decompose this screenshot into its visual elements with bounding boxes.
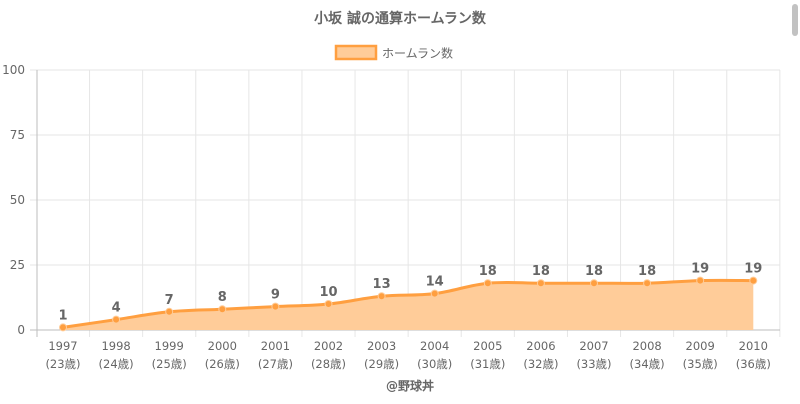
x-tick-label-age: (30歳) xyxy=(417,357,452,371)
x-tick-label-year: 2005 xyxy=(473,339,502,353)
data-point xyxy=(165,307,174,316)
x-tick-label-age: (35歳) xyxy=(683,357,718,371)
data-point xyxy=(324,300,333,308)
data-point xyxy=(536,279,545,288)
data-point xyxy=(377,292,386,301)
x-tick-label-age: (33歳) xyxy=(576,357,611,371)
x-tick-label-year: 2000 xyxy=(208,339,237,353)
data-point xyxy=(430,289,439,298)
x-tick-label-age: (24歳) xyxy=(99,357,134,371)
x-tick-label-age: (31歳) xyxy=(470,357,505,371)
data-label: 8 xyxy=(218,290,227,305)
data-point xyxy=(271,302,280,311)
data-label: 18 xyxy=(532,264,550,279)
y-tick-label: 75 xyxy=(10,128,25,142)
credit-text: @野球丼 xyxy=(386,378,434,393)
data-label: 4 xyxy=(112,301,121,316)
data-label: 18 xyxy=(638,264,656,279)
x-tick-label-age: (29歳) xyxy=(364,357,399,371)
series-area-fill xyxy=(63,280,754,330)
series-line xyxy=(61,278,755,329)
x-tick-label-year: 2010 xyxy=(739,339,768,353)
data-point xyxy=(59,323,67,332)
x-tick-label-age: (34歳) xyxy=(630,357,665,371)
x-tick-label-year: 2009 xyxy=(686,339,715,353)
x-tick-label-age: (26歳) xyxy=(205,357,240,371)
data-label: 19 xyxy=(744,262,762,277)
x-tick-label-year: 2004 xyxy=(420,339,449,353)
x-tick-label-age: (32歳) xyxy=(523,357,558,371)
data-label: 19 xyxy=(691,262,709,277)
x-tick-label-age: (25歳) xyxy=(152,357,187,371)
x-tick-label-year: 2008 xyxy=(632,339,661,353)
x-tick-label-age: (23歳) xyxy=(45,357,80,371)
data-label: 18 xyxy=(479,264,497,279)
x-tick-label-year: 2001 xyxy=(261,339,290,353)
series-area xyxy=(63,280,754,330)
data-point xyxy=(218,305,227,314)
chart-title: 小坂 誠の通算ホームラン数 xyxy=(314,10,487,27)
data-point xyxy=(112,315,121,324)
x-tick-label-year: 2003 xyxy=(367,339,396,353)
data-label: 9 xyxy=(271,288,280,303)
y-tick-label: 25 xyxy=(10,258,25,272)
data-points xyxy=(59,276,758,332)
x-tick-label-year: 1998 xyxy=(101,339,130,353)
legend-label: ホームラン数 xyxy=(382,46,453,61)
data-point xyxy=(483,279,492,288)
data-point xyxy=(749,276,758,285)
series-line-path xyxy=(61,278,755,329)
x-tick-label-year: 2007 xyxy=(579,339,608,353)
legend[interactable]: ホームラン数 xyxy=(334,44,453,61)
data-label: 14 xyxy=(426,275,444,290)
data-label: 18 xyxy=(585,264,603,279)
data-label: 10 xyxy=(319,285,337,300)
y-tick-labels: 0 25 50 75 100 xyxy=(2,63,25,337)
x-tick-label-year: 1997 xyxy=(48,339,77,353)
data-label: 7 xyxy=(165,293,174,308)
data-label: 1 xyxy=(58,308,67,323)
x-tick-labels: 1997 (23歳) 1998 (24歳) 1999 (25歳) 2000 (26歳) 2001… xyxy=(45,339,770,371)
x-tick-label-year: 2002 xyxy=(314,339,343,353)
data-point xyxy=(643,279,652,288)
x-tick-label-year: 1999 xyxy=(155,339,184,353)
y-tick-label: 50 xyxy=(10,193,25,207)
data-point xyxy=(696,276,705,285)
x-tick-label-age: (27歳) xyxy=(258,357,293,371)
x-tick-label-year: 2006 xyxy=(526,339,555,353)
x-tick-label-age: (36歳) xyxy=(736,357,771,371)
x-tick-label-age: (28歳) xyxy=(311,357,346,371)
scrollbar-thumb[interactable] xyxy=(792,4,798,36)
legend-swatch xyxy=(334,44,378,61)
data-point xyxy=(590,279,598,288)
y-tick-label: 100 xyxy=(2,63,25,77)
y-tick-label: 0 xyxy=(17,323,25,337)
data-label: 13 xyxy=(373,277,391,292)
